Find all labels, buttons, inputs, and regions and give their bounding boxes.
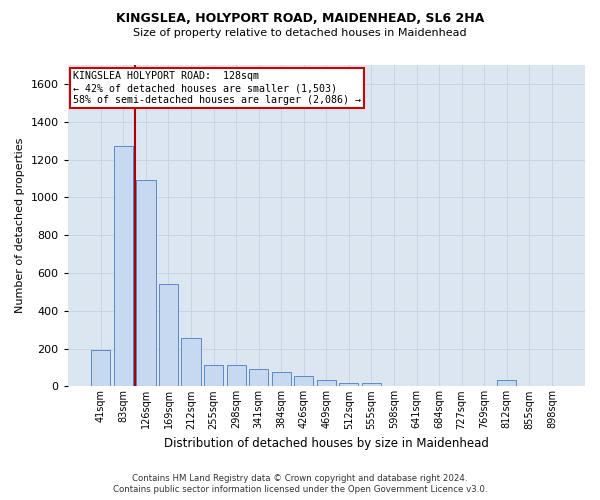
Y-axis label: Number of detached properties: Number of detached properties — [15, 138, 25, 314]
Bar — [497, 380, 517, 386]
Text: KINGSLEA HOLYPORT ROAD:  128sqm
← 42% of detached houses are smaller (1,503)
58%: KINGSLEA HOLYPORT ROAD: 128sqm ← 42% of … — [73, 72, 361, 104]
Bar — [227, 364, 246, 386]
Bar — [159, 284, 178, 386]
Text: Size of property relative to detached houses in Maidenhead: Size of property relative to detached ho… — [133, 28, 467, 38]
Bar — [294, 376, 313, 386]
Bar — [249, 370, 268, 386]
Bar — [362, 382, 381, 386]
Bar — [317, 380, 336, 386]
X-axis label: Distribution of detached houses by size in Maidenhead: Distribution of detached houses by size … — [164, 437, 489, 450]
Bar — [272, 372, 291, 386]
Text: KINGSLEA, HOLYPORT ROAD, MAIDENHEAD, SL6 2HA: KINGSLEA, HOLYPORT ROAD, MAIDENHEAD, SL6… — [116, 12, 484, 26]
Bar — [204, 364, 223, 386]
Bar — [136, 180, 155, 386]
Bar — [91, 350, 110, 386]
Text: Contains HM Land Registry data © Crown copyright and database right 2024.
Contai: Contains HM Land Registry data © Crown c… — [113, 474, 487, 494]
Bar — [340, 382, 358, 386]
Bar — [181, 338, 200, 386]
Bar — [114, 146, 133, 386]
